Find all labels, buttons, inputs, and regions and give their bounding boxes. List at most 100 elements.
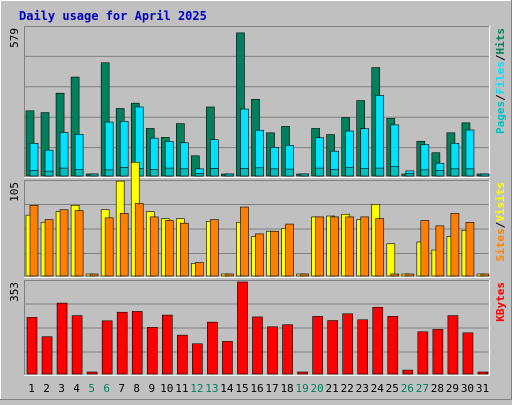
bar-kbytes bbox=[462, 332, 474, 375]
bar-kbytes bbox=[131, 311, 143, 375]
bar-kbytes bbox=[477, 371, 489, 375]
x-tick-label: 13 bbox=[205, 382, 218, 395]
x-tick-label: 1 bbox=[28, 382, 35, 395]
legend-visits-sites: Sites/Visits bbox=[494, 182, 507, 262]
bar-pages bbox=[119, 167, 129, 177]
legend-kbytes: KBytes bbox=[494, 282, 507, 322]
x-tick-label: 22 bbox=[341, 382, 354, 395]
bar-pages bbox=[59, 167, 69, 177]
x-tick-label: 17 bbox=[265, 382, 278, 395]
bar-sites bbox=[74, 210, 84, 277]
bar-pages bbox=[480, 173, 490, 177]
bar-sites bbox=[255, 233, 264, 277]
bar-sites bbox=[450, 213, 460, 277]
bar-sites bbox=[119, 213, 129, 277]
x-tick-label: 8 bbox=[133, 382, 140, 395]
bar-pages bbox=[270, 168, 279, 177]
y-max-label: 353 bbox=[8, 282, 21, 302]
bar-kbytes bbox=[146, 327, 158, 375]
bar-sites bbox=[29, 204, 39, 277]
legend-item-pages: Pages bbox=[494, 101, 507, 134]
bar-sites bbox=[240, 206, 249, 277]
bar-kbytes bbox=[101, 320, 113, 375]
x-tick-label: 12 bbox=[190, 382, 203, 395]
legend-separator: / bbox=[494, 54, 507, 61]
bar-kbytes bbox=[447, 315, 459, 375]
bar-pages bbox=[465, 168, 475, 177]
bar-pages bbox=[255, 167, 264, 177]
bar-files bbox=[104, 121, 114, 177]
bar-pages bbox=[104, 169, 114, 177]
chart-title: Daily usage for April 2025 bbox=[19, 9, 207, 23]
bar-kbytes bbox=[41, 336, 53, 375]
bar-sites bbox=[104, 217, 114, 277]
x-tick-label: 3 bbox=[58, 382, 65, 395]
bar-sites bbox=[225, 273, 234, 277]
bar-pages bbox=[390, 166, 400, 177]
bar-sites bbox=[345, 216, 354, 277]
bar-pages bbox=[89, 173, 99, 177]
legend-separator: / bbox=[494, 94, 507, 101]
x-tick-label: 31 bbox=[476, 382, 489, 395]
bar-pages bbox=[360, 168, 370, 177]
bar-kbytes bbox=[222, 341, 233, 375]
x-tick-label: 16 bbox=[250, 382, 263, 395]
bar-pages bbox=[405, 173, 415, 177]
bar-kbytes bbox=[297, 371, 308, 375]
bar-pages bbox=[195, 173, 204, 177]
bar-kbytes bbox=[161, 314, 173, 375]
x-tick-label: 15 bbox=[235, 382, 248, 395]
bar-pages bbox=[285, 168, 294, 177]
x-tick-label: 23 bbox=[356, 382, 369, 395]
bar-sites bbox=[420, 220, 430, 277]
bar-pages bbox=[345, 167, 354, 177]
legend-item-sites: Sites bbox=[494, 228, 507, 261]
x-tick-label: 24 bbox=[371, 382, 385, 395]
legend-hits-files-pages: Pages/Files/Hits bbox=[494, 28, 507, 134]
bar-sites bbox=[210, 219, 219, 277]
bar-kbytes bbox=[357, 319, 369, 375]
bar-kbytes bbox=[237, 281, 248, 375]
panel-kbytes: 353 KBytes bbox=[8, 280, 507, 376]
bar-kbytes bbox=[387, 316, 399, 375]
bar-sites bbox=[180, 222, 189, 277]
bar-files bbox=[375, 95, 385, 177]
bar-sites bbox=[59, 209, 69, 277]
bar-sites bbox=[270, 230, 279, 277]
x-tick-label: 25 bbox=[386, 382, 399, 395]
x-tick-label: 19 bbox=[295, 382, 308, 395]
x-tick-label: 9 bbox=[148, 382, 155, 395]
x-tick-label: 28 bbox=[431, 382, 444, 395]
x-tick-label: 21 bbox=[326, 382, 339, 395]
x-tick-label: 6 bbox=[103, 382, 110, 395]
x-tick-label: 14 bbox=[220, 382, 234, 395]
bar-kbytes bbox=[86, 371, 98, 375]
bar-sites bbox=[300, 273, 309, 277]
x-tick-label: 2 bbox=[43, 382, 50, 395]
bar-pages bbox=[375, 167, 385, 177]
bar-pages bbox=[149, 169, 159, 177]
bar-pages bbox=[210, 168, 219, 177]
bar-pages bbox=[300, 173, 309, 177]
bar-sites bbox=[330, 216, 339, 277]
legend-item-hits: Hits bbox=[494, 28, 507, 55]
bar-kbytes bbox=[432, 329, 444, 375]
bar-kbytes bbox=[252, 316, 263, 375]
x-tick-label: 4 bbox=[73, 382, 80, 395]
bar-visits bbox=[386, 243, 396, 277]
legend-item-files: Files bbox=[494, 61, 507, 94]
legend-item-kbytes: KBytes bbox=[494, 282, 507, 322]
bar-kbytes bbox=[71, 315, 83, 375]
bar-pages bbox=[44, 170, 54, 177]
bar-kbytes bbox=[327, 320, 338, 375]
y-max-label: 105 bbox=[8, 182, 21, 202]
bar-pages bbox=[180, 168, 189, 177]
bar-sites bbox=[134, 203, 144, 277]
bar-sites bbox=[465, 221, 475, 277]
bar-kbytes bbox=[417, 331, 429, 375]
bar-sites bbox=[360, 216, 370, 277]
